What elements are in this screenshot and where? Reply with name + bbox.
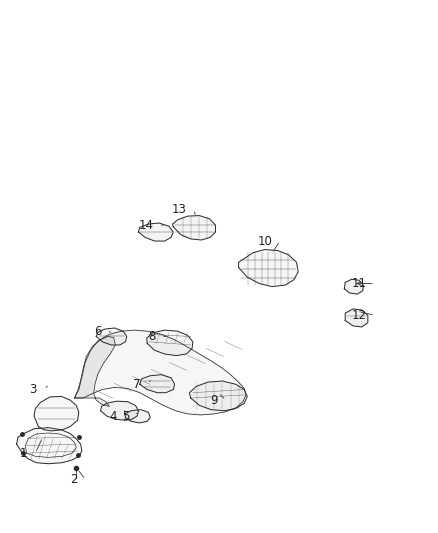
Text: 11: 11 [352,277,367,290]
Polygon shape [189,381,247,411]
Text: 10: 10 [257,235,272,247]
Text: 9: 9 [211,393,218,407]
Text: 7: 7 [133,378,141,391]
Text: 2: 2 [70,473,78,486]
Polygon shape [173,216,215,240]
Polygon shape [138,223,173,241]
Polygon shape [17,427,82,464]
Text: 14: 14 [139,219,154,232]
Polygon shape [140,375,175,393]
Text: 13: 13 [172,203,186,216]
Text: 5: 5 [122,409,130,423]
Polygon shape [344,279,364,294]
Polygon shape [74,336,116,407]
Text: 3: 3 [29,383,36,396]
Polygon shape [101,401,138,420]
Polygon shape [34,397,79,431]
Text: 8: 8 [148,330,156,343]
Polygon shape [96,328,127,345]
Polygon shape [74,330,246,415]
Polygon shape [125,410,150,423]
Polygon shape [239,249,298,287]
Polygon shape [147,330,193,356]
Text: 4: 4 [109,409,117,423]
Polygon shape [345,309,368,327]
Text: 12: 12 [352,309,367,322]
Text: 6: 6 [94,325,102,338]
Text: 1: 1 [20,447,28,459]
